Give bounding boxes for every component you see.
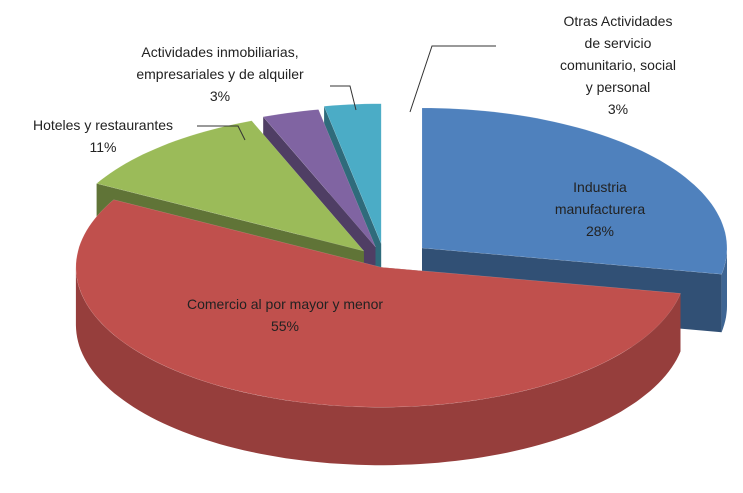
slice — [323, 103, 382, 244]
leader-line — [330, 85, 357, 111]
slice-label: Hoteles y restaurantes 11% — [33, 114, 173, 158]
category-label: Otras Actividades de servicio comunitari… — [560, 13, 676, 95]
slices — [75, 103, 728, 466]
category-label: Industria manufacturera — [554, 179, 646, 217]
percent-label: 11% — [89, 139, 117, 155]
slice-label: Industria manufacturera 28% — [529, 176, 672, 242]
leader-line — [197, 125, 246, 141]
category-label: Comercio al por mayor y menor — [186, 296, 384, 312]
slice-wall — [75, 267, 681, 466]
slice-label: Otras Actividades de servicio comunitari… — [556, 10, 681, 120]
percent-label: 28% — [585, 223, 615, 239]
slice — [75, 199, 681, 408]
percent-label: 3% — [607, 101, 629, 117]
category-label: Actividades inmobiliarias, empresariales… — [136, 44, 304, 82]
category-label: Hoteles y restaurantes — [32, 117, 174, 133]
leader-line — [409, 45, 496, 113]
slice — [421, 107, 728, 275]
slice-label: Comercio al por mayor y menor 55% — [187, 293, 383, 337]
percent-label: 55% — [270, 318, 300, 334]
percent-label: 3% — [209, 88, 231, 104]
slice-wall — [721, 248, 727, 333]
slice — [262, 109, 376, 248]
slice-label: Actividades inmobiliarias, empresariales… — [136, 41, 303, 107]
